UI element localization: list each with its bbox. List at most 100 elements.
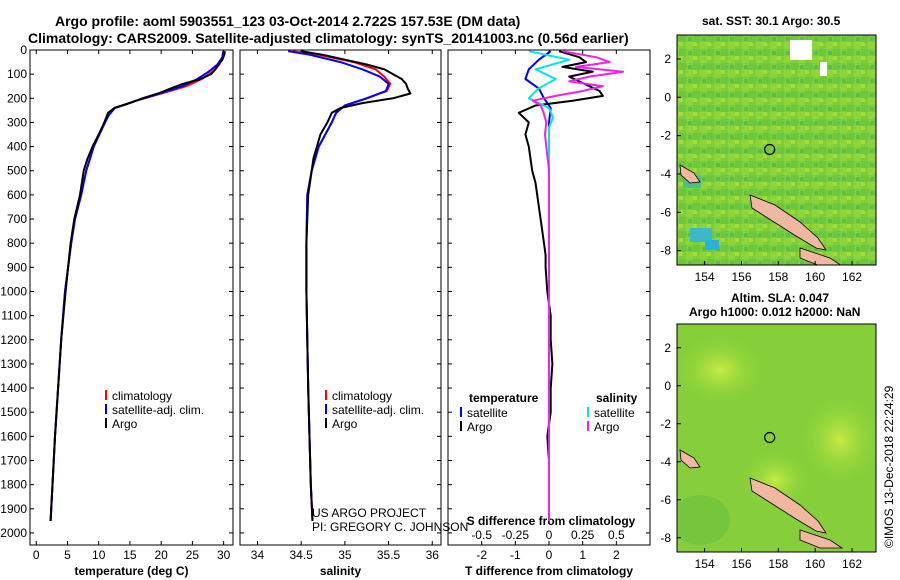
map-lat-label: -2 bbox=[660, 417, 671, 431]
series-line-satellite-adj-clim- bbox=[49, 51, 225, 521]
title-line-1: Argo profile: aoml 5903551_123 03-Oct-20… bbox=[55, 13, 520, 29]
x-tick-label: 20 bbox=[154, 548, 168, 562]
sst-cool-patch bbox=[705, 240, 719, 250]
sla-map-axes: 154 156 158 160 162 2 0 -2 -4 -6 -8 bbox=[660, 323, 877, 571]
map-lat-label: -8 bbox=[660, 531, 671, 545]
s-tick-label: 0.25 bbox=[571, 528, 595, 542]
legend-label: climatology bbox=[112, 389, 172, 403]
legend-label: satellite bbox=[467, 406, 508, 420]
x-tick-label: 15 bbox=[123, 548, 137, 562]
y-tick-label: 0 bbox=[20, 43, 27, 57]
x-tick-label: 30 bbox=[217, 548, 231, 562]
sst-field bbox=[677, 35, 876, 265]
y-tick-label: 1800 bbox=[0, 478, 27, 492]
annotation-line: US ARGO PROJECT bbox=[312, 506, 427, 520]
sst-map bbox=[677, 35, 876, 265]
map-lat-label: 2 bbox=[664, 52, 671, 66]
y-tick-label: 1100 bbox=[1, 309, 27, 323]
sst-cool-patch bbox=[690, 228, 712, 242]
imos-stamp: ©IMOS 13-Dec-2018 22:24:29 bbox=[882, 385, 896, 548]
y-tick-label: 1600 bbox=[0, 429, 27, 443]
island-bougainville bbox=[679, 449, 701, 469]
sla-high bbox=[800, 395, 876, 485]
map-lon-label: 162 bbox=[842, 270, 862, 284]
plot-frame bbox=[239, 49, 442, 546]
island-guadalcanal bbox=[799, 529, 844, 549]
argo-position-marker bbox=[764, 143, 776, 156]
map-lat-label: 2 bbox=[664, 341, 671, 355]
x-tick-label: 1 bbox=[579, 548, 586, 562]
map-frame bbox=[676, 323, 877, 553]
map-lat-label: -6 bbox=[660, 205, 671, 219]
y-tick-label: 900 bbox=[7, 260, 27, 274]
y-tick-label: 1900 bbox=[0, 502, 27, 516]
legend-label: satellite-adj. clim. bbox=[332, 403, 424, 417]
annotation-line: PI: GREGORY C. JOHNSON bbox=[312, 520, 468, 534]
map-lon-label: 158 bbox=[768, 270, 788, 284]
sla-high bbox=[740, 450, 810, 510]
y-tick-label: 100 bbox=[7, 67, 27, 81]
x-axis-label: T difference from climatology bbox=[465, 564, 633, 578]
map-lon-label: 162 bbox=[842, 557, 862, 571]
s-tick-label: -0.25 bbox=[502, 528, 530, 542]
legend-title-temperature: temperature bbox=[469, 391, 539, 405]
island-bougainville bbox=[679, 164, 701, 184]
x-tick-label: -2 bbox=[476, 548, 487, 562]
map-lon-label: 154 bbox=[695, 270, 715, 284]
map-lon-label: 160 bbox=[805, 557, 825, 571]
island-guadalcanal bbox=[799, 247, 842, 265]
x-tick-label: 10 bbox=[92, 548, 106, 562]
x-tick-label: 35.5 bbox=[377, 548, 401, 562]
sla-low bbox=[677, 495, 730, 545]
y-tick-label: 300 bbox=[7, 115, 27, 129]
difference-panel: -2 -1 0 1 2 T difference from climatology S di… bbox=[447, 49, 651, 578]
y-tick-label: 1300 bbox=[0, 357, 27, 371]
y-tick-label: 200 bbox=[7, 91, 27, 105]
x-axis-label: salinity bbox=[320, 564, 362, 578]
y-tick-label: 500 bbox=[7, 164, 27, 178]
title-line-2: Climatology: CARS2009. Satellite-adjuste… bbox=[28, 30, 629, 46]
map-lon-label: 158 bbox=[768, 557, 788, 571]
map-lat-label: -6 bbox=[660, 493, 671, 507]
y-tick-label: 1000 bbox=[0, 284, 27, 298]
x-tick-label: 34.5 bbox=[289, 548, 313, 562]
series-line-argo bbox=[301, 50, 412, 521]
y-tick-label: 800 bbox=[7, 236, 27, 250]
s-tick-label: -0.5 bbox=[471, 528, 492, 542]
map-lat-label: -8 bbox=[660, 244, 671, 258]
x-tick-label: -1 bbox=[510, 548, 521, 562]
map-lon-label: 154 bbox=[695, 557, 715, 571]
legend-label: climatology bbox=[332, 389, 392, 403]
legend-label: Argo bbox=[594, 420, 620, 434]
legend-label: Argo bbox=[112, 417, 138, 431]
x-tick-label: 34 bbox=[251, 548, 265, 562]
sla-map bbox=[677, 324, 876, 552]
x-tick-label: 25 bbox=[186, 548, 200, 562]
x-axis-label: temperature (deg C) bbox=[74, 564, 188, 578]
x-tick-label: 35 bbox=[338, 548, 352, 562]
sla-high bbox=[677, 335, 765, 405]
island-new-georgia bbox=[749, 477, 827, 534]
salinity-panel: 34 34.5 35 35.5 36 salinity climatologysatelli… bbox=[239, 49, 468, 578]
x-tick-label: 2 bbox=[613, 548, 620, 562]
sla-map-title-2: Argo h1000: 0.012 h2000: NaN bbox=[689, 305, 860, 319]
s-tick-label: 0.5 bbox=[608, 528, 625, 542]
sst-missing-data bbox=[790, 40, 812, 60]
map-lat-label: 0 bbox=[664, 379, 671, 393]
y-tick-label: 700 bbox=[7, 212, 27, 226]
y-tick-label: 1500 bbox=[0, 405, 27, 419]
x-tick-label: 36 bbox=[426, 548, 440, 562]
map-lat-label: -2 bbox=[660, 129, 671, 143]
y-tick-label: 1400 bbox=[0, 381, 27, 395]
series-line-satellite-adj-clim- bbox=[287, 50, 390, 521]
map-lon-label: 160 bbox=[805, 270, 825, 284]
map-lat-label: -4 bbox=[660, 455, 671, 469]
map-frame bbox=[676, 34, 877, 266]
y-tick-label: 2000 bbox=[0, 526, 27, 540]
map-lon-label: 156 bbox=[731, 270, 751, 284]
legend-label: Argo bbox=[467, 420, 493, 434]
s-tick-label: 0 bbox=[546, 528, 553, 542]
y-tick-label: 1200 bbox=[0, 333, 27, 347]
y-tick-label: 400 bbox=[7, 140, 27, 154]
legend-label: Argo bbox=[332, 417, 358, 431]
